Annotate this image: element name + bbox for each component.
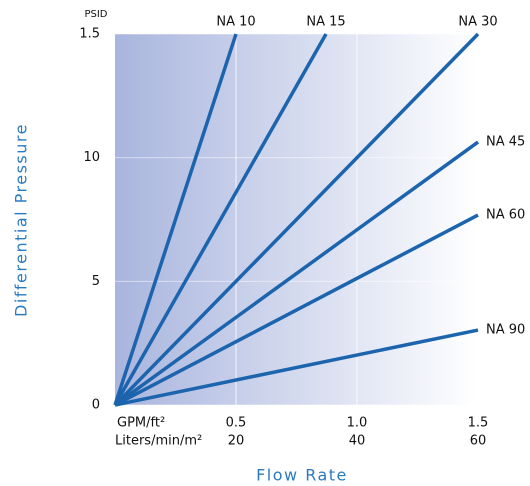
y-tick-label: 0 xyxy=(92,398,100,413)
y-tick-label: 10 xyxy=(83,150,100,165)
x-tick-label: 1.0 xyxy=(347,416,368,431)
x-tick-label: 0.5 xyxy=(226,416,247,431)
x2-tick-label: 20 xyxy=(228,434,245,449)
x-unit: GPM/ft² xyxy=(117,416,165,431)
x2-tick-label: 40 xyxy=(349,434,366,449)
series-line xyxy=(114,213,479,407)
x-axis-title: Flow Rate xyxy=(256,466,348,485)
y-unit: PSID xyxy=(84,9,107,20)
series-label: NA 15 xyxy=(306,15,345,30)
series-label: NA 90 xyxy=(486,323,525,338)
series-line xyxy=(113,33,328,406)
x2-tick-label: 60 xyxy=(470,434,487,449)
series-line xyxy=(113,32,480,407)
series-label: NA 30 xyxy=(458,15,497,30)
series-line xyxy=(113,140,480,407)
series-label: NA 10 xyxy=(216,15,255,30)
series-label: NA 45 xyxy=(486,135,525,150)
y-tick-label: 5 xyxy=(92,274,100,289)
y-tick-label: 1.5 xyxy=(79,27,100,42)
series-label: NA 60 xyxy=(486,208,525,223)
series-line xyxy=(114,328,479,407)
x2-unit: Liters/min/m² xyxy=(115,434,202,449)
series-line xyxy=(113,33,238,406)
y-axis-title: Differential Pressure xyxy=(12,123,31,317)
x-tick-label: 1.5 xyxy=(468,416,489,431)
